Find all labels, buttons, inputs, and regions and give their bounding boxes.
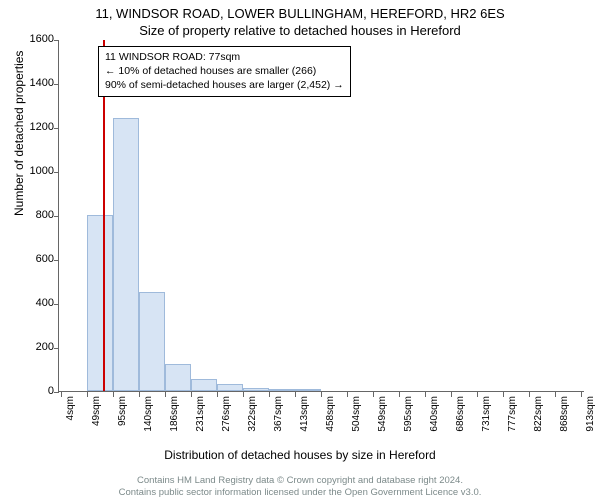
xtick-mark (191, 392, 192, 397)
xtick-label: 49sqm (91, 396, 102, 446)
annotation-line2: ← 10% of detached houses are smaller (26… (105, 64, 344, 78)
xtick-mark (581, 392, 582, 397)
ytick-mark (54, 40, 59, 41)
xtick-mark (477, 392, 478, 397)
ytick-label: 0 (14, 385, 54, 397)
xtick-label: 231sqm (195, 396, 206, 446)
annotation-line1: 11 WINDSOR ROAD: 77sqm (105, 50, 344, 64)
ytick-label: 200 (14, 341, 54, 353)
xtick-mark (295, 392, 296, 397)
histogram-bar (295, 389, 321, 391)
xtick-label: 95sqm (117, 396, 128, 446)
xtick-label: 322sqm (247, 396, 258, 446)
histogram-bar (269, 389, 295, 391)
ytick-mark (54, 172, 59, 173)
ytick-label: 1200 (14, 121, 54, 133)
xtick-label: 458sqm (325, 396, 336, 446)
xtick-label: 504sqm (351, 396, 362, 446)
xtick-mark (87, 392, 88, 397)
xtick-label: 4sqm (65, 396, 76, 446)
xtick-label: 413sqm (299, 396, 310, 446)
xtick-mark (217, 392, 218, 397)
xtick-label: 595sqm (403, 396, 414, 446)
xtick-label: 367sqm (273, 396, 284, 446)
xtick-mark (425, 392, 426, 397)
page-title-line1: 11, WINDSOR ROAD, LOWER BULLINGHAM, HERE… (0, 0, 600, 21)
ytick-label: 400 (14, 297, 54, 309)
y-axis-label: Number of detached properties (12, 51, 26, 216)
footer-line1: Contains HM Land Registry data © Crown c… (0, 475, 600, 486)
histogram-bar (243, 388, 269, 391)
ytick-label: 600 (14, 253, 54, 265)
xtick-mark (243, 392, 244, 397)
ytick-label: 1600 (14, 33, 54, 45)
xtick-mark (347, 392, 348, 397)
xtick-label: 186sqm (169, 396, 180, 446)
xtick-mark (555, 392, 556, 397)
xtick-label: 868sqm (559, 396, 570, 446)
ytick-mark (54, 392, 59, 393)
ytick-mark (54, 128, 59, 129)
ytick-mark (54, 348, 59, 349)
xtick-mark (165, 392, 166, 397)
xtick-label: 777sqm (507, 396, 518, 446)
xtick-mark (269, 392, 270, 397)
xtick-mark (373, 392, 374, 397)
histogram-bar (139, 292, 165, 391)
ytick-label: 800 (14, 209, 54, 221)
annotation-line3: 90% of semi-detached houses are larger (… (105, 78, 344, 92)
footer-line2: Contains public sector information licen… (0, 487, 600, 498)
xtick-label: 276sqm (221, 396, 232, 446)
xtick-label: 686sqm (455, 396, 466, 446)
xtick-label: 731sqm (481, 396, 492, 446)
histogram-bar (165, 364, 191, 392)
footer-attribution: Contains HM Land Registry data © Crown c… (0, 475, 600, 498)
ytick-label: 1000 (14, 165, 54, 177)
xtick-mark (113, 392, 114, 397)
xtick-mark (139, 392, 140, 397)
chart-area: 020040060080010001200140016004sqm49sqm95… (58, 40, 584, 392)
x-axis-label: Distribution of detached houses by size … (0, 448, 600, 462)
ytick-mark (54, 304, 59, 305)
histogram-bar (113, 118, 139, 391)
xtick-label: 913sqm (585, 396, 596, 446)
ytick-mark (54, 260, 59, 261)
page-title-line2: Size of property relative to detached ho… (0, 21, 600, 38)
xtick-label: 822sqm (533, 396, 544, 446)
histogram-bar (87, 215, 113, 391)
ytick-label: 1400 (14, 77, 54, 89)
histogram-bar (191, 379, 217, 391)
annotation-box: 11 WINDSOR ROAD: 77sqm ← 10% of detached… (98, 46, 351, 97)
xtick-mark (503, 392, 504, 397)
ytick-mark (54, 216, 59, 217)
ytick-mark (54, 84, 59, 85)
xtick-mark (451, 392, 452, 397)
xtick-mark (321, 392, 322, 397)
xtick-mark (529, 392, 530, 397)
xtick-label: 640sqm (429, 396, 440, 446)
xtick-label: 140sqm (143, 396, 154, 446)
xtick-label: 549sqm (377, 396, 388, 446)
xtick-mark (399, 392, 400, 397)
xtick-mark (61, 392, 62, 397)
histogram-bar (217, 384, 243, 391)
